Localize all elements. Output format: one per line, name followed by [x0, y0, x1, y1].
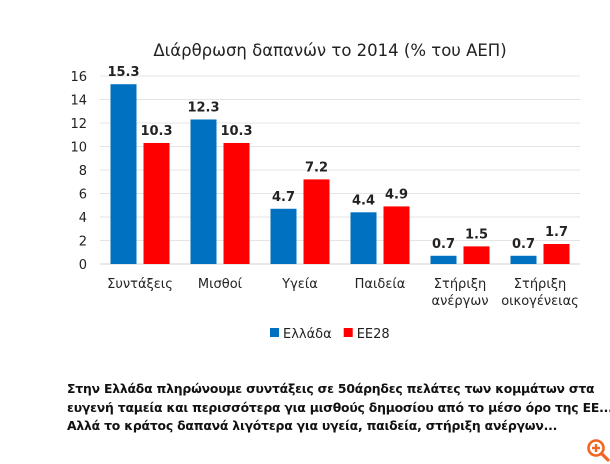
x-tick-label: ανέργων [432, 294, 489, 309]
legend-label: ΕΕ28 [357, 327, 390, 342]
y-tick-label: 4 [79, 211, 87, 226]
caption-line: ευγενή ταμεία και περισσότερα για μισθού… [67, 399, 610, 415]
data-label: 10.3 [140, 124, 172, 139]
y-tick-label: 10 [70, 141, 87, 156]
caption: Στην Ελλάδα πληρώνουμε συντάξεις σε 50άρ… [67, 380, 610, 436]
bar [190, 119, 217, 264]
data-label: 15.3 [107, 65, 139, 80]
y-tick-label: 2 [79, 235, 87, 250]
legend-swatch [270, 328, 279, 337]
x-tick-label: Στήριξη [514, 277, 566, 292]
bar [223, 142, 250, 264]
x-tick-label: Παιδεία [355, 277, 406, 292]
bar [383, 206, 410, 264]
data-label: 4.7 [272, 190, 295, 205]
bar [543, 244, 570, 264]
data-label: 0.7 [432, 237, 455, 252]
bar [143, 142, 170, 264]
data-label: 12.3 [187, 100, 219, 115]
y-tick-label: 6 [79, 188, 87, 203]
bar [510, 255, 537, 264]
bar [463, 246, 490, 264]
bar [270, 208, 297, 264]
data-label: 1.5 [465, 227, 488, 242]
legend-swatch [343, 328, 353, 337]
y-tick-label: 12 [70, 117, 87, 132]
legend-label: Ελλάδα [283, 327, 332, 342]
caption-line: Αλλά το κράτος δαπανά λιγότερα για υγεία… [67, 418, 558, 433]
zoom-in-icon[interactable] [586, 438, 610, 462]
x-tick-label: Στήριξη [434, 277, 486, 292]
data-label: 4.9 [385, 187, 408, 202]
y-tick-label: 0 [79, 258, 87, 273]
data-label: 7.2 [305, 160, 328, 175]
y-tick-label: 8 [79, 164, 87, 179]
x-tick-label: Υγεία [281, 277, 318, 292]
bar-chart: Διάρθρωση δαπανών το 2014 (% του ΑΕΠ) 0 2… [70, 41, 580, 342]
bar [430, 255, 457, 264]
y-tick-label: 16 [70, 70, 87, 85]
bar [110, 84, 137, 264]
caption-line: Στην Ελλάδα πληρώνουμε συντάξεις σε 50άρ… [67, 381, 595, 396]
x-tick-label: οικογένειας [501, 294, 579, 309]
bar [350, 212, 377, 264]
x-tick-label: Μισθοί [198, 277, 243, 292]
chart-title: Διάρθρωση δαπανών το 2014 (% του ΑΕΠ) [153, 41, 506, 60]
data-label: 1.7 [545, 225, 568, 240]
data-label: 10.3 [220, 124, 252, 139]
data-label: 4.4 [352, 193, 375, 208]
bar [303, 179, 330, 264]
y-tick-label: 14 [70, 94, 87, 109]
x-tick-label: Συντάξεις [107, 277, 173, 292]
data-label: 0.7 [512, 237, 535, 252]
